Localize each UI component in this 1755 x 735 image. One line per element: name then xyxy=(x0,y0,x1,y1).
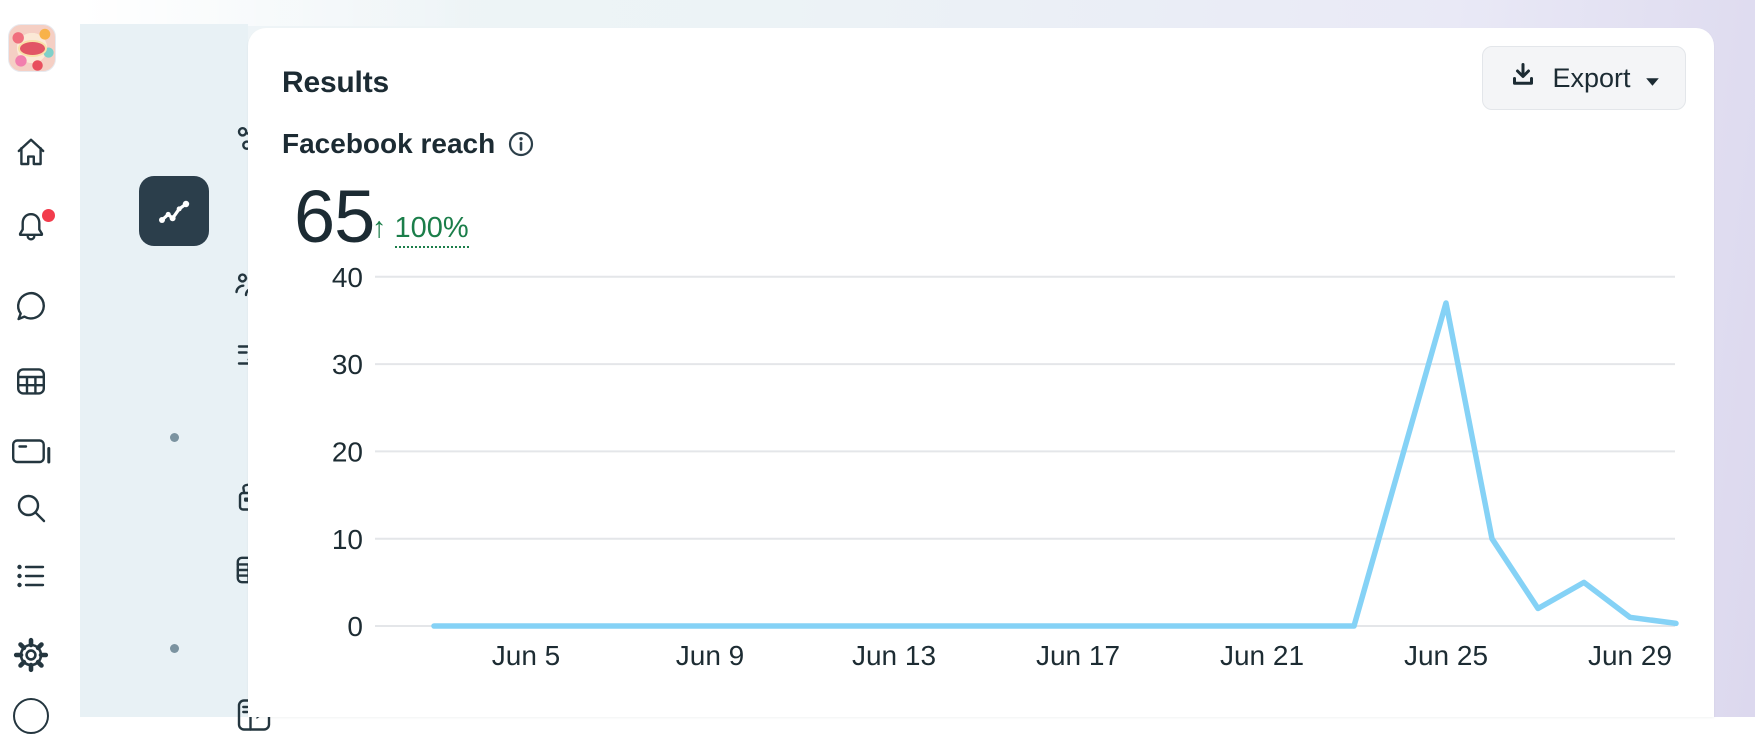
notification-badge xyxy=(42,209,55,222)
svg-text:30: 30 xyxy=(332,349,363,380)
metric-header: Facebook reach xyxy=(282,128,535,160)
rail-separator-dot xyxy=(170,644,179,653)
chat-icon[interactable] xyxy=(13,288,49,324)
list-icon[interactable] xyxy=(13,558,49,594)
export-button-label: Export xyxy=(1552,62,1631,93)
results-card: Results Export Facebook reach 65 ↑ 100% … xyxy=(248,28,1714,717)
x-axis-labels: Jun 5 Jun 9 Jun 13 Jun 17 Jun 21 Jun 25 Jun 29 xyxy=(492,640,1672,671)
delta-percent-link[interactable]: 100% xyxy=(394,212,469,248)
rail-separator-dot xyxy=(170,433,179,442)
svg-text:Jun 13: Jun 13 xyxy=(852,640,936,671)
trend-icon xyxy=(154,193,194,230)
trend-tab-selected[interactable] xyxy=(139,176,209,246)
svg-text:Jun 29: Jun 29 xyxy=(1588,640,1672,671)
insights-nav-rail xyxy=(80,24,273,731)
calendar-icon[interactable] xyxy=(13,363,49,399)
up-arrow-icon: ↑ xyxy=(372,212,387,244)
chevron-down-icon xyxy=(1645,63,1660,94)
svg-text:Jun 5: Jun 5 xyxy=(492,640,561,671)
info-icon[interactable] xyxy=(507,130,535,158)
ads-icon[interactable] xyxy=(11,436,51,468)
svg-text:0: 0 xyxy=(347,611,363,642)
reach-line-series xyxy=(431,300,1679,629)
download-icon xyxy=(1508,60,1538,97)
metric-value: 65 xyxy=(294,175,375,258)
export-button[interactable]: Export xyxy=(1482,46,1686,110)
y-axis-labels: 0 10 20 30 40 xyxy=(332,262,363,642)
svg-text:40: 40 xyxy=(332,262,363,293)
help-icon[interactable] xyxy=(13,698,49,734)
top-strip-fade xyxy=(80,0,480,26)
home-icon[interactable] xyxy=(13,134,49,170)
gear-icon[interactable] xyxy=(13,637,49,673)
business-avatar[interactable] xyxy=(8,24,56,72)
global-nav-rail xyxy=(0,0,80,734)
svg-text:20: 20 xyxy=(332,436,363,467)
gridlines xyxy=(375,275,1675,627)
metric-delta: ↑ 100% xyxy=(372,212,469,248)
page-title: Results xyxy=(282,66,389,99)
metric-label: Facebook reach xyxy=(282,128,496,159)
svg-text:Jun 17: Jun 17 xyxy=(1036,640,1120,671)
svg-text:Jun 25: Jun 25 xyxy=(1404,640,1488,671)
bell-icon[interactable] xyxy=(13,209,49,245)
search-icon[interactable] xyxy=(13,490,49,526)
svg-text:10: 10 xyxy=(332,524,363,555)
svg-text:Jun 9: Jun 9 xyxy=(676,640,745,671)
svg-text:Jun 21: Jun 21 xyxy=(1220,640,1304,671)
